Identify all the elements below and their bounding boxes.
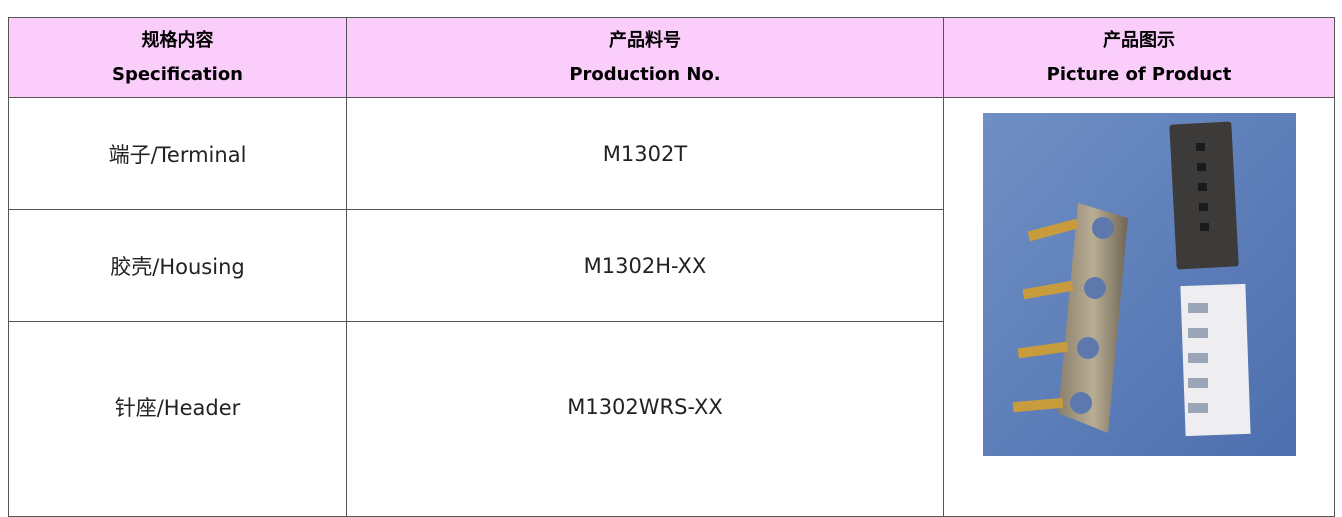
- header-cell: 产品图示 Picture of Product: [943, 17, 1335, 98]
- row: 胶壳/Housing M1302H-XX: [8, 209, 1335, 322]
- header-cell: 产品料号 Production No.: [346, 17, 944, 98]
- spec-table: 规格内容 Specification 产品料号 Production No. 产品图…: [8, 17, 1335, 517]
- header-cell: 规格内容 Specification: [8, 17, 347, 98]
- spec-cell: 胶壳/Housing: [8, 209, 347, 322]
- header-en: Picture of Product: [1046, 63, 1232, 85]
- header-en: Specification: [111, 63, 243, 85]
- spec-cell: 端子/Terminal: [8, 97, 347, 210]
- header-en: Production No.: [569, 63, 721, 85]
- header-row: 规格内容 Specification 产品料号 Production No. 产品图…: [8, 17, 1335, 98]
- picture-cell: [943, 97, 1335, 517]
- row: 端子/Terminal M1302T: [8, 97, 1335, 517]
- spec-cell: 针座/Header: [8, 321, 347, 517]
- header-zh: 规格内容: [141, 29, 214, 51]
- header-zh: 产品料号: [609, 29, 681, 51]
- part-cell: M1302WRS-XX: [346, 321, 944, 517]
- page: 规格内容 Specification 产品料号 Production No. 产品图…: [8, 17, 1335, 517]
- header-zh: 产品图示: [1103, 29, 1175, 51]
- product-picture: [982, 113, 1296, 456]
- part-cell: M1302H-XX: [346, 209, 944, 322]
- part-cell: M1302T: [346, 97, 944, 210]
